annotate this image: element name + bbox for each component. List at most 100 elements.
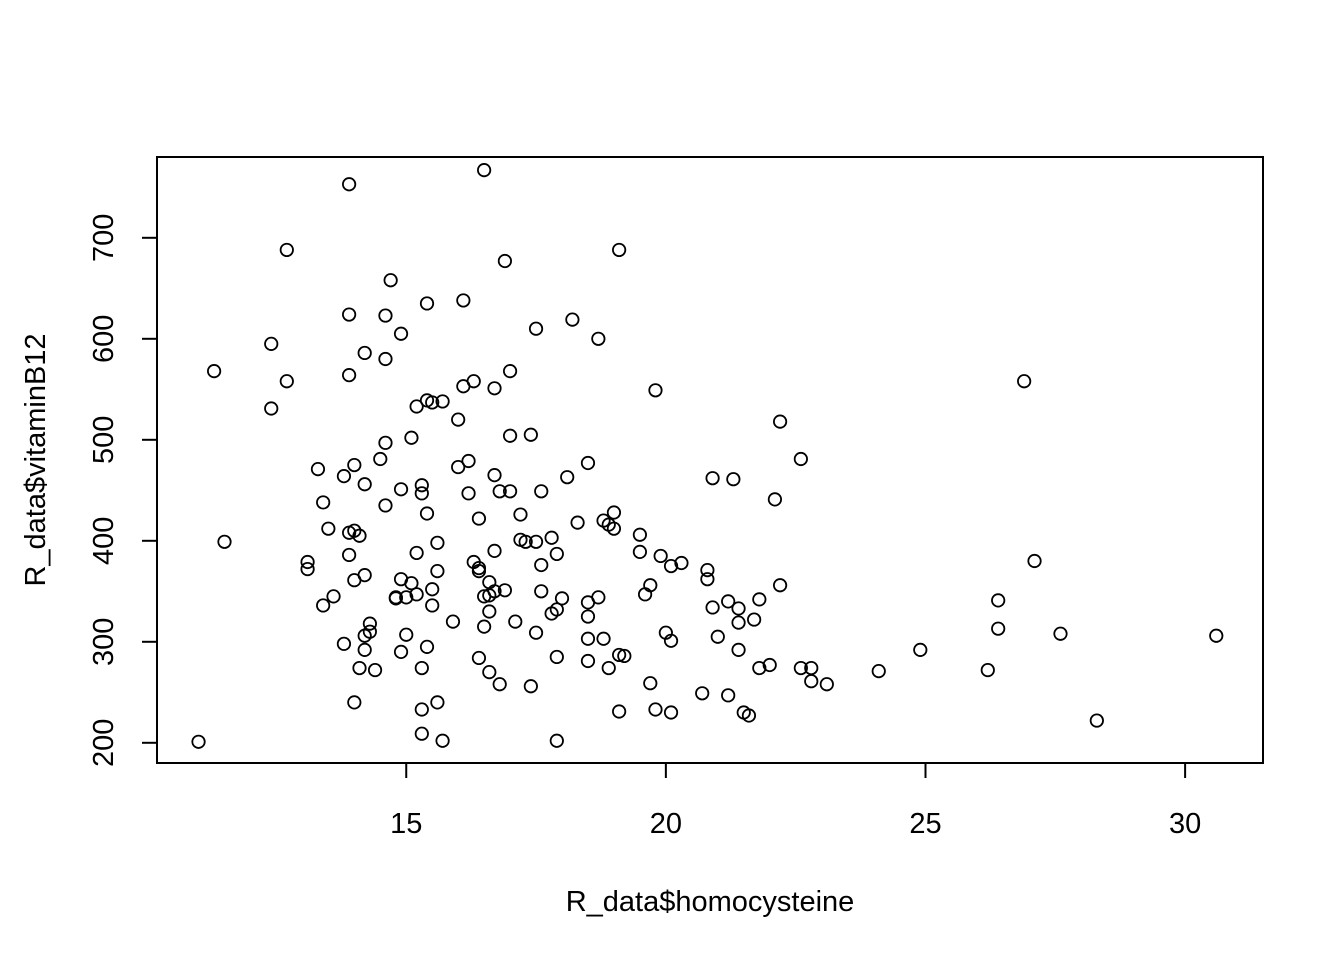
data-point [347,457,362,473]
data-point [430,563,445,579]
data-point [471,563,487,579]
data-point [487,584,502,599]
x-tick-label: 15 [390,808,422,840]
data-point [336,636,352,651]
data-point [471,511,487,526]
data-point [648,702,663,717]
data-point [477,163,492,178]
data-point [580,631,596,646]
data-point [819,677,834,692]
data-point [565,312,580,327]
data-point [352,660,367,676]
data-point [477,619,492,634]
data-point [663,633,679,648]
data-point [752,592,767,607]
data-point [471,650,487,666]
data-point [217,534,232,549]
data-point [570,515,585,530]
data-point [482,664,497,680]
data-point [741,708,757,723]
data-point [310,461,326,477]
data-point [461,453,476,469]
data-points [191,163,1224,749]
data-point [674,555,689,571]
data-point [705,471,720,486]
data-point [1209,628,1224,643]
data-point [612,242,627,258]
data-point [534,584,549,599]
data-point [487,381,502,396]
x-axis-title: R_data$homocysteine [566,886,855,918]
data-point [425,582,440,597]
data-point [549,546,564,562]
data-point [316,495,331,510]
data-point [383,273,398,288]
data-point [991,593,1006,608]
data-point [425,598,440,613]
data-point [606,505,622,520]
data-point [695,686,710,701]
data-point [612,647,627,663]
data-point [461,486,476,501]
data-point [534,484,549,499]
x-tick-label: 20 [650,808,682,840]
data-point [528,625,544,640]
data-point [342,368,357,383]
data-point [523,427,538,442]
data-point [357,642,372,657]
data-point [560,470,575,485]
data-point [414,486,429,501]
data-point [404,576,419,591]
data-point [409,545,424,561]
data-point [726,472,741,487]
data-point [731,642,746,657]
x-tick-label: 30 [1169,808,1201,840]
data-point [388,590,403,605]
data-point [404,430,419,445]
y-tick-label: 500 [88,416,120,464]
data-point [362,616,377,631]
data-point [492,677,507,692]
data-point [596,631,611,646]
data-point [399,627,414,642]
data-point [321,521,336,536]
data-point [632,527,648,542]
data-point [342,177,357,192]
data-point [362,624,377,639]
data-point [482,604,497,619]
data-point [367,662,383,678]
data-point [580,653,596,669]
data-point [554,591,570,606]
data-point [700,572,715,587]
y-tick-label: 200 [88,719,120,767]
data-point [300,561,315,577]
data-point [752,660,767,676]
data-point [663,705,679,720]
data-point [653,548,668,564]
plot-frame [156,156,1264,764]
data-point [487,468,502,483]
data-point [393,326,409,341]
data-point [721,594,736,609]
data-point [502,484,518,499]
data-point [913,642,928,657]
data-point [393,482,409,497]
data-point [347,695,362,710]
data-point [279,242,294,258]
data-point [466,374,481,389]
data-point [544,530,559,545]
data-point [580,609,596,624]
data-point [264,401,279,416]
data-point [414,702,429,717]
y-tick-label: 700 [88,214,120,262]
data-point [378,351,393,367]
data-point [772,414,788,429]
x-axis: 15 20 25 30 [390,762,1201,840]
data-point [435,733,450,748]
data-point [705,600,720,615]
data-point [663,558,679,574]
data-point [1017,374,1032,389]
data-point [378,435,393,450]
data-point [762,657,777,673]
